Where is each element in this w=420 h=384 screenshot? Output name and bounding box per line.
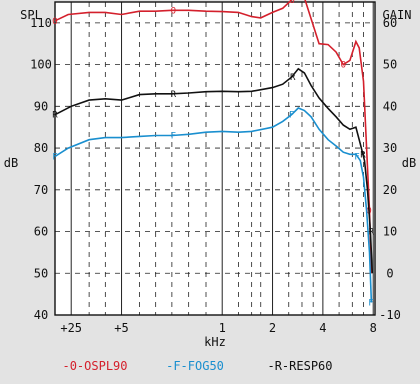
right-tick-label: 60 bbox=[383, 16, 397, 30]
legend: -0-OSPL90 -F-FOG50 -R-RESP60 bbox=[62, 359, 332, 373]
legend-item-resp60: -R-RESP60 bbox=[267, 359, 332, 373]
legend-item-fog50: -F-FOG50 bbox=[166, 359, 224, 373]
grid-layer bbox=[54, 1, 376, 316]
left-tick-label: 100 bbox=[30, 58, 52, 72]
right-tick-label: 40 bbox=[383, 99, 397, 113]
series-line-ospl90 bbox=[54, 0, 373, 274]
right-tick-label: 50 bbox=[383, 58, 397, 72]
legend-item-ospl90: -0-OSPL90 bbox=[62, 359, 127, 373]
left-axis-title: SPL bbox=[20, 8, 42, 22]
left-tick-label: 50 bbox=[34, 266, 48, 280]
x-tick-label: +25 bbox=[60, 321, 82, 335]
right-tick-label: -10 bbox=[379, 308, 401, 322]
series-point-marker: O bbox=[341, 61, 346, 71]
x-tick-label: 1 bbox=[219, 321, 226, 335]
x-tick-label: 4 bbox=[319, 321, 326, 335]
plot-frame bbox=[54, 1, 376, 316]
series-line-resp60 bbox=[54, 67, 374, 274]
series-point-marker: R bbox=[360, 150, 366, 160]
left-tick-label: 70 bbox=[34, 183, 48, 197]
series-point-marker: O bbox=[289, 0, 294, 6]
left-tick-label: 110 bbox=[30, 16, 52, 30]
series-point-marker: R bbox=[52, 111, 58, 121]
left-tick-label: 80 bbox=[34, 141, 48, 155]
right-tick-label: 0 bbox=[386, 266, 393, 280]
series-point-marker: F bbox=[368, 298, 373, 308]
series-point-marker: O bbox=[52, 17, 57, 27]
series-point-marker: R bbox=[290, 73, 296, 83]
right-tick-label: 30 bbox=[383, 141, 397, 155]
right-axis-title: GAIN bbox=[383, 8, 412, 22]
series-point-marker: R bbox=[171, 90, 177, 100]
x-axis-title: kHz bbox=[204, 335, 226, 349]
series-point-marker: F bbox=[354, 152, 359, 162]
right-tick-label: 20 bbox=[383, 183, 397, 197]
series-line-fog50 bbox=[54, 107, 373, 303]
right-axis-unit: dB bbox=[402, 156, 416, 170]
plot-area bbox=[55, 2, 375, 315]
left-tick-label: 40 bbox=[34, 308, 48, 322]
right-tick-label: 10 bbox=[383, 225, 397, 239]
series-point-marker: F bbox=[52, 152, 57, 162]
series-point-marker: R bbox=[369, 228, 375, 238]
axis-layer: SPL dB GAIN dB kHz +25 +5 1 2 4 8110100908070… bbox=[4, 8, 416, 349]
x-tick-label: +5 bbox=[114, 321, 128, 335]
series-point-marker: F bbox=[171, 132, 176, 142]
x-tick-label: 2 bbox=[269, 321, 276, 335]
left-tick-label: 60 bbox=[34, 225, 48, 239]
x-tick-label: 8 bbox=[370, 321, 377, 335]
left-tick-label: 90 bbox=[34, 99, 48, 113]
series-point-marker: F bbox=[289, 111, 294, 121]
series-point-marker: O bbox=[171, 6, 176, 16]
left-axis-unit: dB bbox=[4, 156, 18, 170]
